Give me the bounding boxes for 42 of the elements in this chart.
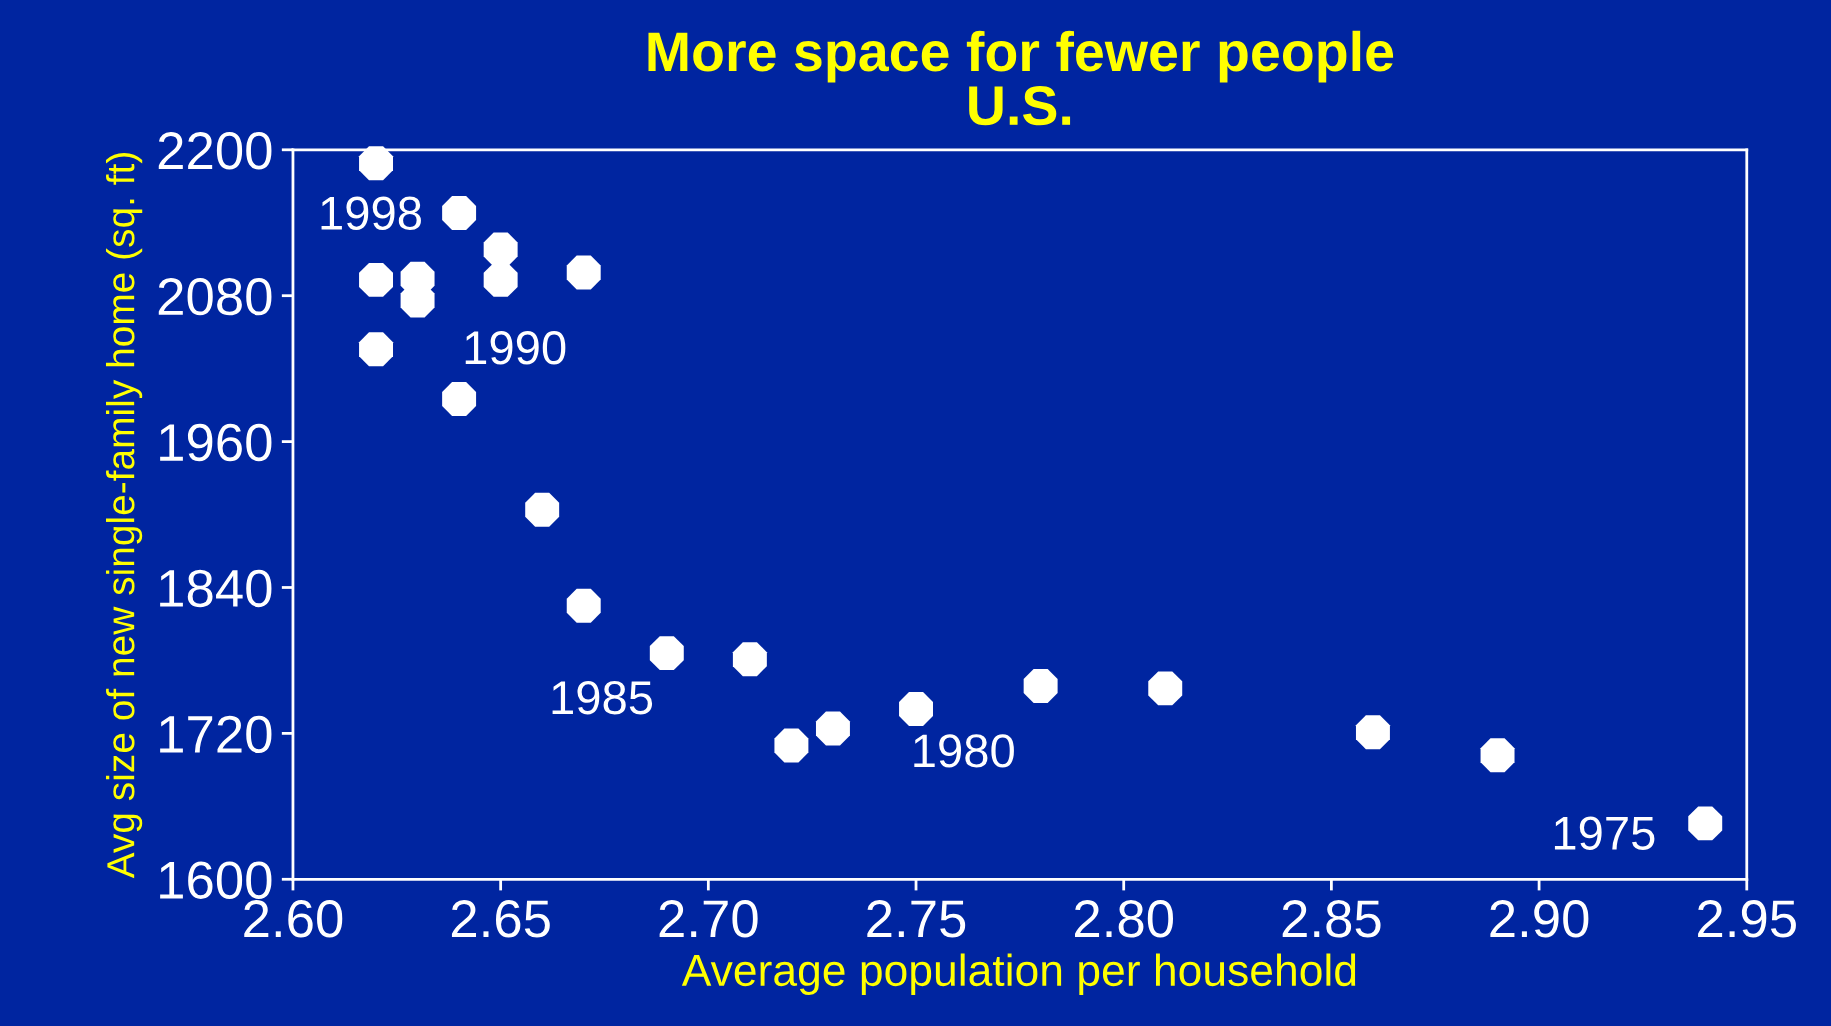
point — [1023, 668, 1058, 703]
annotation: 1985 — [552, 680, 653, 715]
point — [1688, 806, 1723, 841]
point — [1148, 671, 1183, 706]
point — [1355, 715, 1390, 750]
point — [1480, 738, 1515, 773]
annotation: 1990 — [465, 331, 566, 365]
x-tick-label: 2.65 — [451, 900, 550, 938]
y-tick-label: 1840 — [160, 569, 272, 608]
point — [359, 262, 394, 297]
point — [359, 146, 394, 181]
x-tick-label: 2.80 — [1075, 900, 1174, 938]
point — [483, 262, 518, 297]
x-tick-label: 2.75 — [867, 900, 966, 938]
y-tick-label: 1720 — [160, 715, 272, 754]
point — [815, 711, 850, 746]
x-tick-label: 2.90 — [1490, 900, 1589, 938]
point — [525, 492, 560, 527]
y-tick-label: 2200 — [158, 132, 272, 170]
point — [566, 255, 601, 290]
point — [483, 232, 518, 267]
point — [442, 196, 477, 230]
annotation: 1998 — [321, 196, 421, 231]
x-tick-label: 2.60 — [244, 900, 343, 938]
point — [359, 332, 394, 367]
point — [442, 382, 477, 417]
chart-title: More space for fewer people U.S. — [648, 30, 1394, 126]
x-tick-label: 2.85 — [1282, 900, 1381, 938]
point — [899, 692, 933, 727]
point — [566, 588, 601, 623]
y-tick-label: 1960 — [160, 423, 272, 462]
annotation: 1980 — [914, 734, 1014, 768]
point — [732, 642, 767, 677]
x-tick-label: 2.95 — [1698, 900, 1796, 938]
x-axis-title: Average population per household — [681, 953, 1356, 995]
annotation: 1975 — [1554, 816, 1655, 850]
point — [649, 636, 684, 671]
y-tick-label: 2080 — [158, 277, 272, 316]
y-tick-label: 1600 — [160, 861, 272, 899]
x-tick-label: 2.70 — [659, 900, 758, 938]
point — [774, 728, 809, 763]
y-axis-title: Avg size of new single-family home (sq. ft) — [105, 153, 143, 879]
